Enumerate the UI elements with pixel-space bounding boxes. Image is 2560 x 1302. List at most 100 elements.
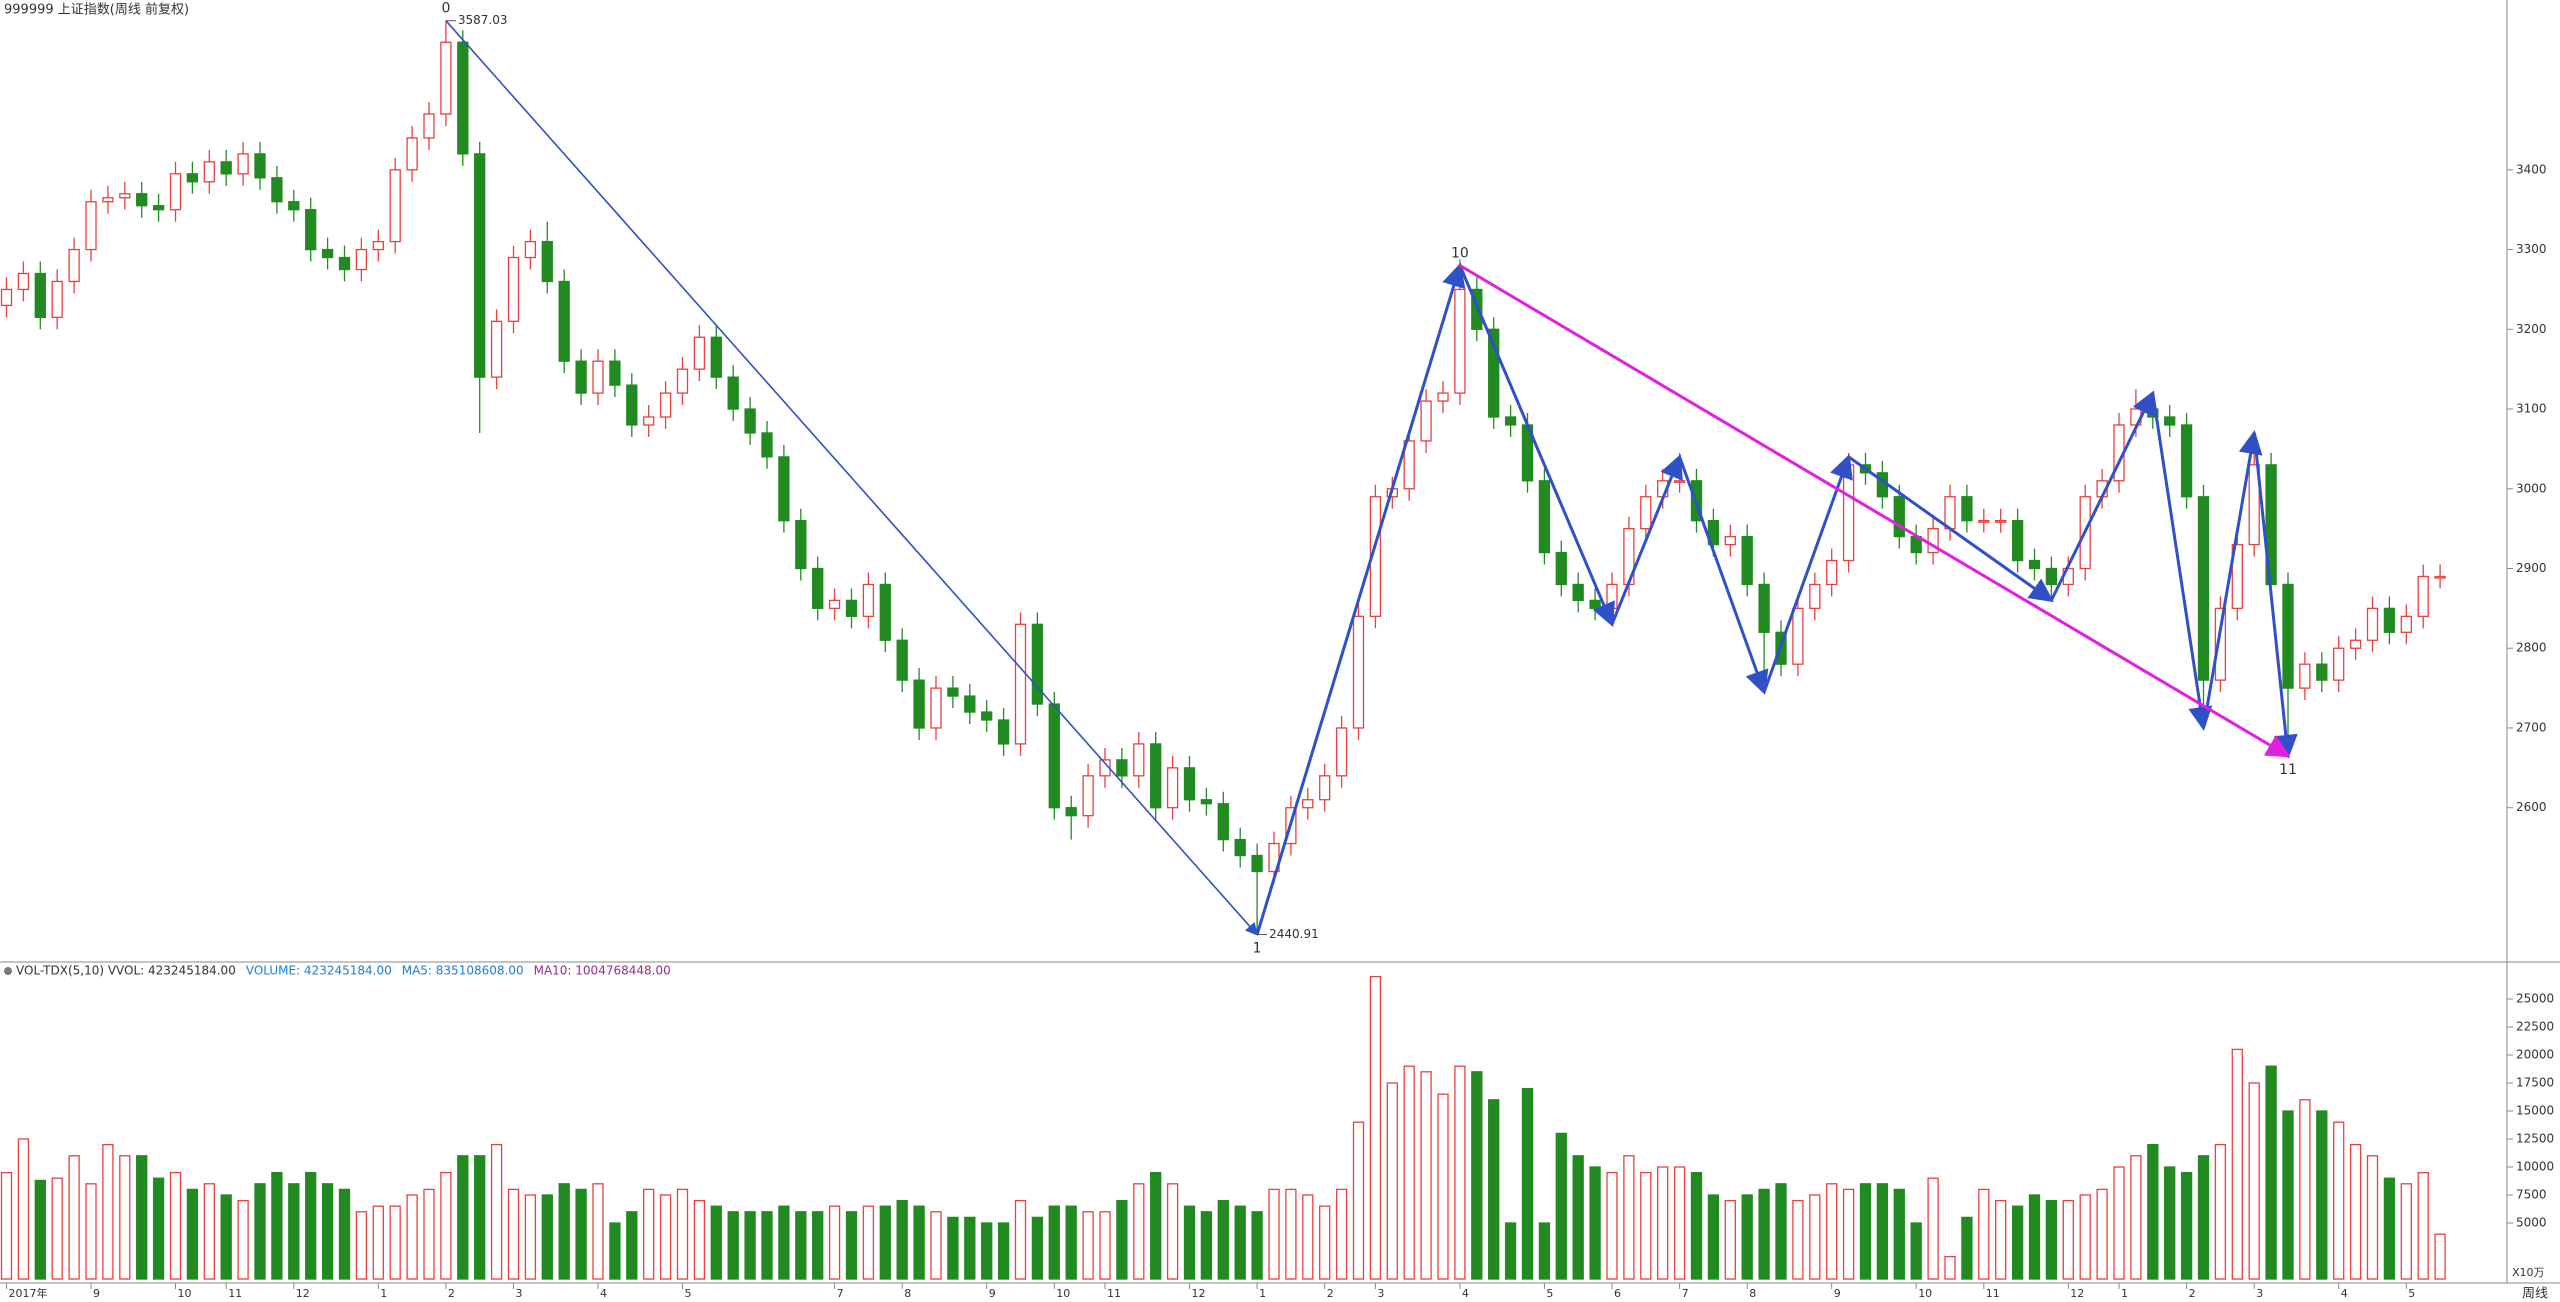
volume-bar bbox=[1758, 1188, 1770, 1280]
volume-bar bbox=[1842, 1188, 1855, 1280]
volume-bar bbox=[879, 1205, 891, 1280]
y2-tick-label: 20000 bbox=[2516, 1048, 2554, 1062]
volume-bar bbox=[1454, 1065, 1466, 1280]
volume-bar bbox=[1116, 1199, 1128, 1280]
volume-bar bbox=[541, 1194, 553, 1280]
volume-bar bbox=[288, 1183, 300, 1280]
candle-body bbox=[1724, 535, 1736, 546]
wave-segment bbox=[1255, 262, 1466, 935]
x-tick-label: 8 bbox=[904, 1287, 911, 1300]
candle-body bbox=[761, 432, 773, 458]
candle-body bbox=[2180, 424, 2193, 498]
y-tick-label: 2600 bbox=[2516, 800, 2547, 814]
candle-body bbox=[186, 173, 199, 183]
candle-body bbox=[1082, 775, 1094, 817]
y-tick-label: 2900 bbox=[2516, 561, 2547, 575]
x-tick-label: 11 bbox=[228, 1287, 242, 1300]
y-tick-label: 3300 bbox=[2516, 242, 2547, 256]
volume-bar bbox=[1285, 1188, 1297, 1280]
volume-bar bbox=[2164, 1166, 2176, 1280]
candle-body bbox=[203, 161, 215, 183]
y-tick-label: 3100 bbox=[2516, 402, 2547, 416]
candle-body bbox=[474, 153, 486, 378]
candle-body bbox=[981, 711, 993, 721]
y2-tick-label: 22500 bbox=[2516, 1020, 2554, 1034]
candle-body bbox=[1944, 496, 1956, 530]
candle-body bbox=[1792, 607, 1804, 665]
candle-body bbox=[1437, 392, 1449, 402]
candle-body bbox=[2316, 663, 2328, 681]
candle-body bbox=[1234, 838, 1246, 857]
candle-body bbox=[34, 272, 46, 318]
candle-body bbox=[2045, 567, 2058, 586]
candle-body bbox=[913, 679, 925, 729]
x-tick-label: 1 bbox=[380, 1287, 387, 1300]
volume-bar bbox=[997, 1222, 1010, 1280]
y2-tick-label: 25000 bbox=[2516, 992, 2554, 1006]
volume-bar bbox=[1859, 1183, 1872, 1280]
volume-bar bbox=[896, 1199, 908, 1280]
candle-body bbox=[338, 256, 351, 271]
candle-body bbox=[2214, 607, 2227, 681]
candle-body bbox=[1809, 583, 1821, 610]
volume-bar bbox=[812, 1211, 824, 1280]
candle-body bbox=[2349, 639, 2362, 649]
volume-bar bbox=[2197, 1155, 2210, 1280]
candle-body bbox=[1978, 520, 1990, 523]
volume-bar bbox=[930, 1211, 942, 1280]
volume-bar bbox=[1826, 1183, 1838, 1280]
legend-icon bbox=[4, 967, 12, 975]
volume-bar bbox=[119, 1155, 131, 1280]
volume-bar bbox=[1217, 1199, 1229, 1280]
volume-bar bbox=[1471, 1071, 1483, 1280]
x-tick-label: 5 bbox=[2408, 1287, 2415, 1300]
volume-bar bbox=[389, 1205, 401, 1280]
candle-body bbox=[896, 639, 908, 681]
candle-body bbox=[727, 376, 739, 410]
candle-body bbox=[609, 360, 621, 386]
candle-body bbox=[1319, 775, 1331, 801]
x-tick-label: 6 bbox=[1614, 1287, 1621, 1300]
candle-body bbox=[0, 288, 13, 307]
candle-body bbox=[1116, 759, 1128, 777]
volume-bar bbox=[2248, 1082, 2260, 1280]
candle-body bbox=[1589, 599, 1601, 610]
volume-bar bbox=[1792, 1199, 1804, 1280]
wave-segment bbox=[2202, 430, 2263, 729]
volume-bar bbox=[693, 1199, 706, 1280]
candle-body bbox=[169, 173, 182, 211]
x-tick-label: 3 bbox=[516, 1287, 523, 1300]
candle-body bbox=[2333, 647, 2345, 681]
candle-body bbox=[406, 137, 418, 171]
volume-bar bbox=[1504, 1222, 1517, 1280]
candle-body bbox=[1454, 288, 1466, 394]
candle-body bbox=[288, 201, 300, 211]
candle-body bbox=[1673, 480, 1686, 483]
volume-bar bbox=[1623, 1155, 1635, 1280]
volume-bar bbox=[2383, 1177, 2396, 1280]
x-tick-label: 12 bbox=[296, 1287, 310, 1300]
volume-bar bbox=[1978, 1188, 1990, 1280]
volume-bar bbox=[271, 1171, 283, 1280]
candle-body bbox=[2400, 615, 2412, 633]
wave-label: 11 bbox=[2279, 762, 2297, 778]
volume-bar bbox=[102, 1143, 114, 1280]
volume-bar bbox=[524, 1194, 537, 1280]
wave-segment bbox=[1847, 455, 2054, 603]
volume-bar bbox=[2333, 1121, 2345, 1280]
volume-bar bbox=[1420, 1071, 1432, 1280]
volume-bar bbox=[964, 1216, 976, 1280]
volume-bar bbox=[1961, 1216, 1973, 1280]
chart-title: 999999 上证指数(周线 前复权) bbox=[4, 2, 189, 18]
volume-bar bbox=[626, 1211, 638, 1280]
volume-bar bbox=[862, 1205, 875, 1280]
candle-body bbox=[152, 205, 165, 211]
volume-bar bbox=[1251, 1211, 1263, 1280]
volume-bar bbox=[237, 1199, 249, 1280]
volume-bar bbox=[2400, 1183, 2412, 1280]
candle-body bbox=[676, 368, 689, 394]
candle-body bbox=[1014, 623, 1027, 745]
candle-body bbox=[1183, 767, 1196, 801]
volume-bar bbox=[169, 1171, 182, 1280]
